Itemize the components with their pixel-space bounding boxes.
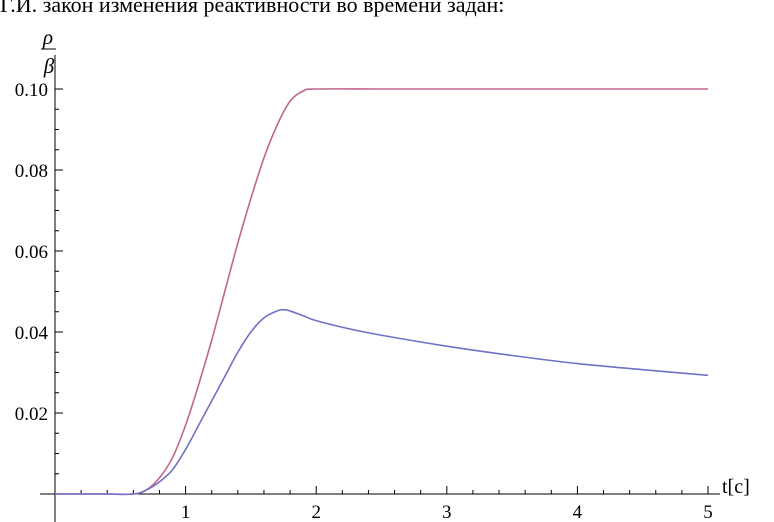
- y-tick-label: 0.04: [15, 323, 49, 344]
- y-tick-label: 0.02: [15, 404, 48, 425]
- x-tick-label: 2: [311, 502, 321, 522]
- y-tick-label: 0.10: [15, 80, 48, 101]
- series-line-2: [55, 308, 709, 496]
- page-heading: Г.И. закон изменения реактивности во вре…: [0, 0, 505, 17]
- y-axis-label-numerator: ρ: [42, 25, 53, 49]
- y-tick-label: 0.08: [15, 161, 48, 182]
- x-tick-label: 5: [703, 502, 713, 522]
- y-axis-label-denominator: β: [43, 54, 55, 78]
- x-axis-label: t[c]: [722, 476, 750, 498]
- x-tick-label: 1: [181, 502, 191, 522]
- y-tick-label: 0.06: [15, 242, 48, 263]
- series-line-1: [55, 88, 708, 496]
- x-tick-label: 4: [573, 502, 583, 522]
- x-tick-label: 3: [442, 502, 452, 522]
